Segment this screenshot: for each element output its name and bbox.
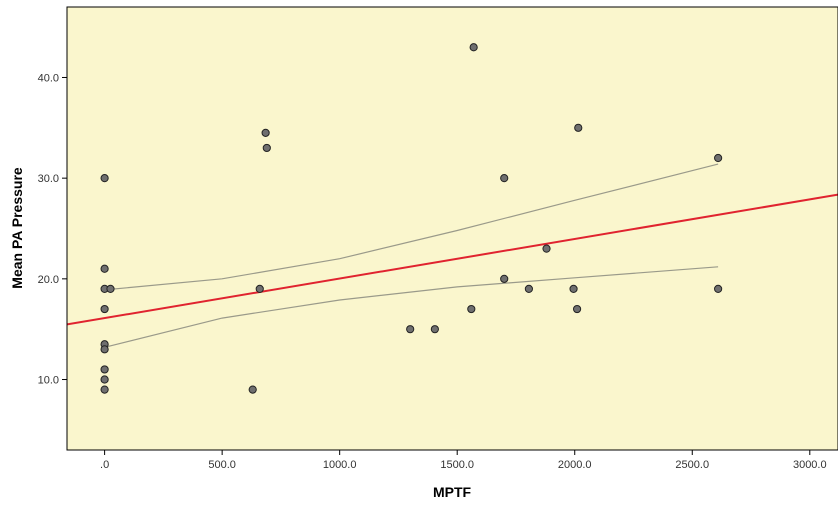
scatter-point [467, 304, 476, 314]
y-tick-label: 30.0 [38, 173, 59, 185]
y-tick-label: 40.0 [38, 72, 59, 84]
x-tick-label: 2500.0 [675, 459, 709, 471]
x-tick-label: 3000.0 [793, 459, 827, 471]
scatter-point [500, 274, 509, 283]
regression-fit-line [67, 193, 838, 326]
scatter-point [572, 304, 582, 314]
y-tick-label: 20.0 [38, 274, 59, 286]
scatter-point [406, 325, 415, 334]
scatter-point [106, 284, 115, 294]
x-tick-label: 2000.0 [558, 459, 592, 471]
y-tick-label: 10.0 [38, 375, 59, 387]
scatter-point [569, 284, 578, 294]
scatter-point [262, 143, 271, 153]
x-tick-label: 1000.0 [323, 459, 357, 471]
scatter-point [248, 385, 257, 394]
scatter-point [500, 174, 509, 183]
plot-frame [66, 6, 838, 451]
x-tick-label: 500.0 [208, 459, 236, 471]
scatter-point [100, 264, 109, 273]
scatter-point [100, 375, 109, 384]
scatter-point [524, 284, 533, 294]
scatter-point [542, 244, 551, 253]
scatter-point [100, 365, 109, 374]
y-axis-title: Mean PA Pressure [9, 167, 25, 289]
scatter-point [574, 123, 583, 132]
scatter-point [100, 385, 109, 394]
confidence-band-lower [104, 266, 719, 348]
plot-area [67, 7, 838, 450]
x-tick-label: .0 [100, 459, 109, 471]
scatter-point [261, 128, 270, 137]
scatter-point [430, 325, 439, 334]
scatter-point [100, 345, 109, 354]
scatter-point [100, 174, 109, 183]
scatter-point [100, 304, 109, 314]
x-tick-label: 1500.0 [440, 459, 474, 471]
scatter-point [714, 284, 723, 294]
x-axis-title: MPTF [433, 484, 472, 500]
scatter-point [469, 43, 478, 52]
confidence-band-upper [104, 163, 719, 291]
scatter-point [255, 284, 264, 294]
scatter-point [714, 153, 723, 163]
